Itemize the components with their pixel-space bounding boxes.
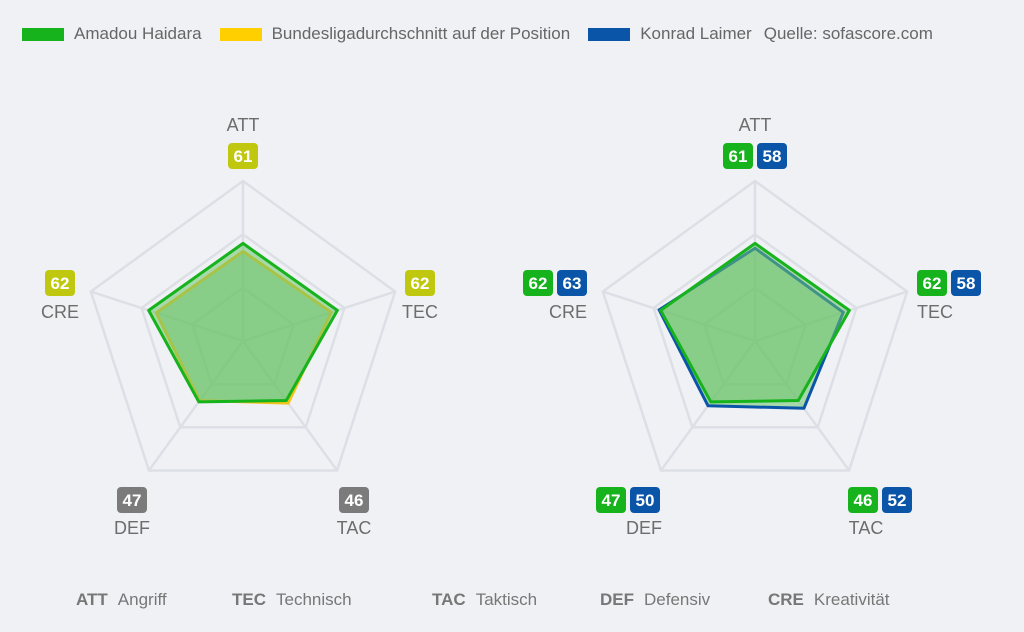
value-badge: 63 [557, 270, 587, 296]
abbr-att: ATT Angriff [76, 590, 167, 610]
abbr-label: Angriff [117, 590, 167, 609]
value-badge-bg [917, 270, 947, 296]
value-badge: 61 [723, 143, 753, 169]
value-badge-text: 62 [411, 274, 430, 293]
value-badge-bg [557, 270, 587, 296]
grid-ring [652, 232, 858, 429]
value-badge-text: 58 [957, 274, 976, 293]
abbr-label: Technisch [276, 590, 352, 609]
value-badge-bg [882, 487, 912, 513]
abbr-tec: TEC Technisch [232, 590, 352, 610]
value-badge-text: 62 [529, 274, 548, 293]
series-haidara [659, 241, 851, 404]
legend-item-haidara[interactable]: Amadou Haidara [22, 24, 202, 44]
axis-label-tac: TAC [337, 518, 372, 538]
abbr-code: DEF [600, 590, 634, 609]
axis-label-tec: TEC [402, 302, 438, 322]
value-badge-text: 58 [763, 147, 782, 166]
axis-abbreviations: ATT Angriff TEC Technisch TAC Taktisch DEF D… [0, 586, 1024, 616]
axis-label-att: ATT [739, 115, 772, 135]
value-badge-bg [951, 270, 981, 296]
value-badge-bg [228, 143, 258, 169]
abbr-label: Taktisch [475, 590, 538, 609]
value-badge-text: 63 [563, 274, 582, 293]
series-haidara [147, 241, 339, 404]
value-badge-bg [405, 270, 435, 296]
grid-ring [140, 232, 346, 429]
value-badge-text: 61 [234, 147, 253, 166]
abbr-label: Defensiv [644, 590, 711, 609]
abbr-code: ATT [76, 590, 108, 609]
value-badge-bg [45, 270, 75, 296]
value-badge: 46 [848, 487, 878, 513]
abbr-def: DEF Defensiv [600, 590, 710, 610]
value-badge: 58 [951, 270, 981, 296]
value-badge-text: 46 [854, 491, 873, 510]
abbr-code: CRE [768, 590, 804, 609]
legend-label-average: Bundesligadurchschnitt auf der Position [271, 24, 571, 43]
value-badge: 52 [882, 487, 912, 513]
value-badge-bg [723, 143, 753, 169]
axis-label-tac: TAC [849, 518, 884, 538]
grid-ring [601, 179, 909, 472]
value-badge-bg [523, 270, 553, 296]
value-badge-text: 62 [51, 274, 70, 293]
value-badge-text: 52 [888, 491, 907, 510]
grid-ring [89, 179, 397, 472]
value-badge-bg [339, 487, 369, 513]
value-badge: 62 [405, 270, 435, 296]
axis-label-cre: CRE [549, 302, 587, 322]
legend-swatch-haidara [22, 27, 64, 41]
legend-label-haidara: Amadou Haidara [74, 24, 202, 43]
abbr-tac: TAC Taktisch [432, 590, 537, 610]
value-badge-text: 47 [123, 491, 142, 510]
abbr-code: TEC [232, 590, 266, 609]
value-badge-bg [117, 487, 147, 513]
abbr-cre: CRE Kreativität [768, 590, 890, 610]
value-badge: 50 [630, 487, 660, 513]
value-badge-text: 61 [729, 147, 748, 166]
axis-label-tec: TEC [917, 302, 953, 322]
radar-chart-haidara-vs-average: ATT 61 TEC 62 TAC 46 DEF 47 CRE 62 [41, 115, 438, 538]
value-badge: 61 [228, 143, 258, 169]
value-badge-text: 47 [602, 491, 621, 510]
axis-label-def: DEF [114, 518, 150, 538]
legend-item-laimer[interactable]: Konrad Laimer [588, 24, 752, 44]
value-badge-bg [757, 143, 787, 169]
value-badge-text: 46 [345, 491, 364, 510]
axis-label-cre: CRE [41, 302, 79, 322]
legend-swatch-laimer [588, 27, 631, 41]
value-badge: 62 [45, 270, 75, 296]
legend-label-laimer: Konrad Laimer [640, 24, 752, 43]
value-badge: 58 [757, 143, 787, 169]
value-badge-bg [848, 487, 878, 513]
value-badge: 47 [596, 487, 626, 513]
axis-label-def: DEF [626, 518, 662, 538]
axis-label-att: ATT [227, 115, 260, 135]
value-badge: 62 [523, 270, 553, 296]
abbr-label: Kreativität [813, 590, 890, 609]
value-badge: 62 [917, 270, 947, 296]
legend: Amadou Haidara Bundesligadurchschnitt au… [22, 18, 1004, 50]
value-badge-text: 50 [636, 491, 655, 510]
value-badge-bg [596, 487, 626, 513]
abbr-code: TAC [432, 590, 466, 609]
value-badge: 47 [117, 487, 147, 513]
value-badge: 46 [339, 487, 369, 513]
value-badge-text: 62 [923, 274, 942, 293]
source-text: Quelle: sofascore.com [763, 24, 933, 43]
value-badge-bg [630, 487, 660, 513]
legend-item-average[interactable]: Bundesligadurchschnitt auf der Position [219, 24, 571, 44]
legend-swatch-average [219, 27, 262, 41]
